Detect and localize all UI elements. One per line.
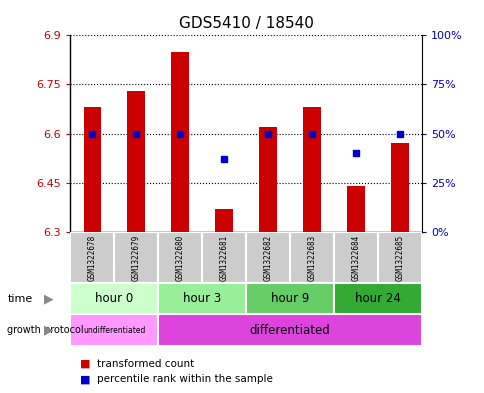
Text: differentiated: differentiated xyxy=(249,323,330,337)
Text: hour 24: hour 24 xyxy=(354,292,400,305)
Bar xyxy=(289,232,333,283)
Bar xyxy=(114,232,158,283)
Bar xyxy=(158,283,245,314)
Bar xyxy=(302,107,320,232)
Text: percentile rank within the sample: percentile rank within the sample xyxy=(97,374,272,384)
Bar xyxy=(158,232,202,283)
Text: ▶: ▶ xyxy=(44,323,53,337)
Text: growth protocol: growth protocol xyxy=(7,325,84,335)
Bar xyxy=(333,283,421,314)
Bar xyxy=(259,127,276,232)
Text: GSM1322681: GSM1322681 xyxy=(219,234,228,281)
Text: ■: ■ xyxy=(80,374,91,384)
Text: GSM1322683: GSM1322683 xyxy=(307,234,316,281)
Bar xyxy=(391,143,408,232)
Bar xyxy=(83,107,101,232)
Bar xyxy=(245,283,333,314)
Text: hour 0: hour 0 xyxy=(95,292,133,305)
Text: ■: ■ xyxy=(80,358,91,369)
Text: hour 9: hour 9 xyxy=(271,292,309,305)
Bar xyxy=(245,232,289,283)
Title: GDS5410 / 18540: GDS5410 / 18540 xyxy=(178,17,313,31)
Text: GSM1322679: GSM1322679 xyxy=(132,234,140,281)
Bar xyxy=(347,186,364,232)
Bar xyxy=(215,209,232,232)
Bar xyxy=(202,232,245,283)
Text: GSM1322678: GSM1322678 xyxy=(88,234,97,281)
Bar xyxy=(70,232,114,283)
Bar xyxy=(377,232,421,283)
Bar xyxy=(70,283,158,314)
Text: GSM1322684: GSM1322684 xyxy=(351,234,360,281)
Text: ▶: ▶ xyxy=(44,292,53,305)
Text: hour 3: hour 3 xyxy=(182,292,221,305)
Text: transformed count: transformed count xyxy=(97,358,194,369)
Text: GSM1322680: GSM1322680 xyxy=(175,234,184,281)
Bar xyxy=(333,232,377,283)
Bar xyxy=(127,91,145,232)
Bar xyxy=(70,314,158,346)
Text: GSM1322685: GSM1322685 xyxy=(394,234,404,281)
Text: GSM1322682: GSM1322682 xyxy=(263,234,272,281)
Bar xyxy=(158,314,421,346)
Text: time: time xyxy=(7,294,32,304)
Text: undifferentiated: undifferentiated xyxy=(83,326,145,334)
Bar xyxy=(171,52,189,232)
